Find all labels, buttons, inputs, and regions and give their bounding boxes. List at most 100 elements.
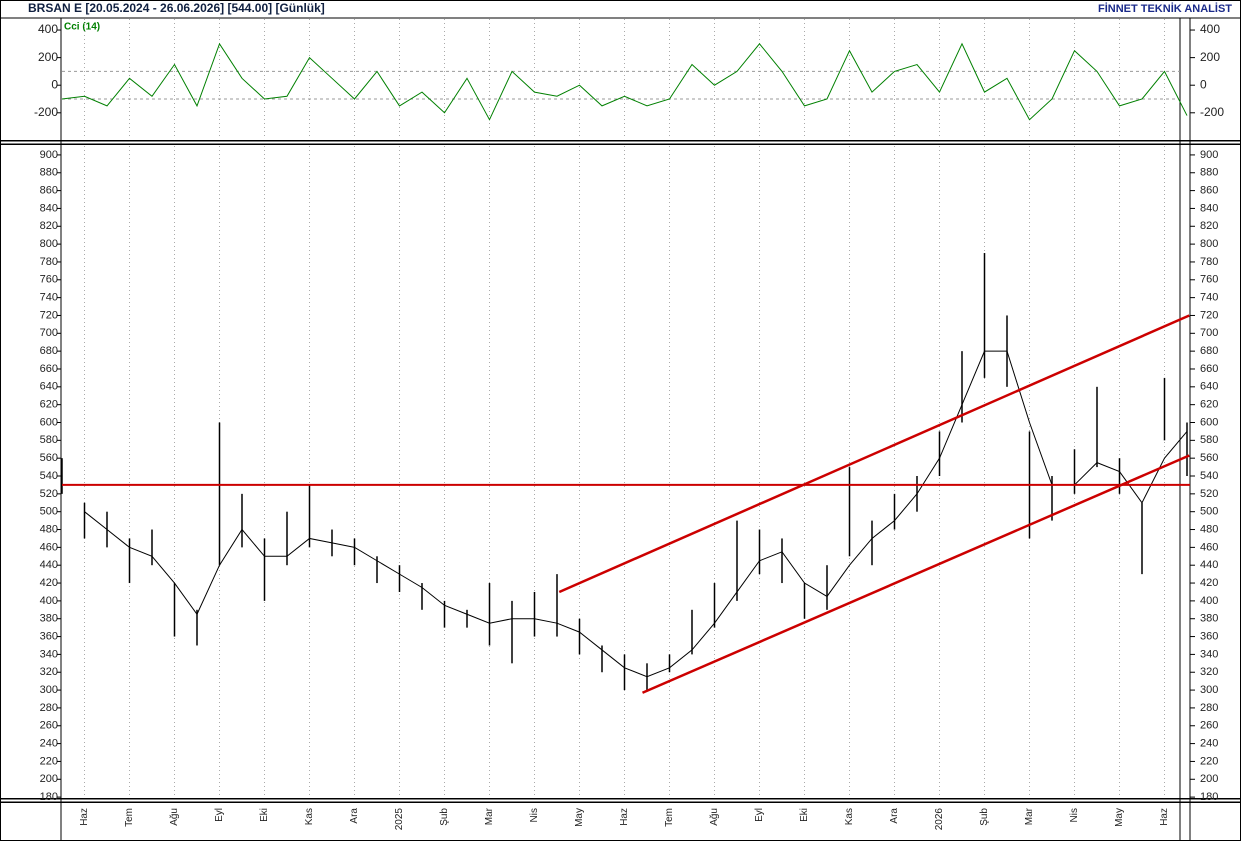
x-tick-label: Eyl — [754, 808, 765, 822]
y-tick-label: 840 — [40, 202, 58, 214]
y-tick-label: 900 — [1200, 149, 1218, 161]
y-tick-label: 560 — [40, 452, 58, 464]
y-tick-label: 780 — [1200, 256, 1218, 268]
y-tick-label: 900 — [40, 149, 58, 161]
x-tick-label: Mar — [1024, 807, 1035, 825]
y-tick-label: 520 — [40, 488, 58, 500]
y-tick-label: 280 — [40, 702, 58, 714]
y-tick-label: 420 — [1200, 577, 1218, 589]
y-tick-label: 400 — [1200, 595, 1218, 607]
chart-title: BRSAN E [20.05.2024 - 26.06.2026] [544.0… — [28, 1, 325, 15]
x-tick-label: Eki — [799, 808, 810, 822]
y-tick-label: 300 — [40, 684, 58, 696]
y-tick-label: 220 — [40, 755, 58, 767]
x-tick-label: Haz — [79, 808, 90, 826]
x-tick-label: Eki — [259, 808, 270, 822]
y-tick-label: 640 — [40, 381, 58, 393]
y-tick-label: 280 — [1200, 702, 1218, 714]
y-tick-label: 360 — [1200, 630, 1218, 642]
y-tick-label: 240 — [1200, 737, 1218, 749]
y-tick-label: 500 — [1200, 506, 1218, 518]
y-tick-label: 180 — [1200, 791, 1218, 803]
y-tick-label: 460 — [1200, 541, 1218, 553]
x-tick-label: May — [574, 808, 585, 827]
y-tick-label: 760 — [1200, 274, 1218, 286]
y-tick-label: 540 — [1200, 470, 1218, 482]
x-tick-label: Şub — [439, 808, 450, 826]
x-tick-label: Kas — [844, 808, 855, 825]
source: FİNNET TEKNİK ANALİST — [1098, 2, 1232, 15]
x-tick-label: Tem — [664, 808, 675, 827]
y-tick-label: 740 — [40, 292, 58, 304]
y-tick-label: 860 — [40, 185, 58, 197]
panel-separator-inner — [1, 141, 1240, 144]
y-tick-label: 660 — [40, 363, 58, 375]
y-tick-label: 200 — [40, 773, 58, 785]
y-tick-label: 760 — [40, 274, 58, 286]
y-tick-label: 820 — [1200, 220, 1218, 232]
y-tick-label: 720 — [40, 309, 58, 321]
indicator-line — [61, 42, 1188, 121]
y-tick-label: 580 — [40, 434, 58, 446]
y-tick-label: 440 — [1200, 559, 1218, 571]
y-tick-label: 180 — [40, 791, 58, 803]
y-tick-label: 600 — [40, 416, 58, 428]
x-tick-label: 2026 — [934, 808, 945, 831]
y-tick-label: 220 — [1200, 755, 1218, 767]
y-tick-label: 540 — [40, 470, 58, 482]
y-tick-label: -200 — [1200, 105, 1224, 119]
y-tick-label: 400 — [38, 22, 58, 36]
x-tick-label: Haz — [1159, 808, 1170, 826]
y-tick-label: 700 — [40, 327, 58, 339]
y-tick-label: 620 — [1200, 399, 1218, 411]
y-tick-label: 480 — [40, 523, 58, 535]
y-tick-label: 680 — [40, 345, 58, 357]
trend-line — [558, 314, 1190, 594]
x-tick-label: Haz — [619, 808, 630, 826]
y-tick-label: 740 — [1200, 292, 1218, 304]
y-tick-label: 380 — [40, 613, 58, 625]
y-tick-label: 700 — [1200, 327, 1218, 339]
y-tick-label: 600 — [1200, 416, 1218, 428]
moving-average — [84, 350, 1188, 678]
y-tick-label: 720 — [1200, 309, 1218, 321]
y-tick-label: 380 — [1200, 613, 1218, 625]
y-tick-label: 800 — [40, 238, 58, 250]
y-tick-label: 320 — [1200, 666, 1218, 678]
x-tick-label: Ara — [889, 808, 900, 824]
x-tick-label: Ara — [349, 808, 360, 824]
y-tick-label: 440 — [40, 559, 58, 571]
y-tick-label: 360 — [40, 630, 58, 642]
y-tick-label: 240 — [40, 737, 58, 749]
y-tick-label: 340 — [1200, 648, 1218, 660]
x-tick-label: Nis — [1069, 808, 1080, 822]
y-tick-label: 300 — [1200, 684, 1218, 696]
y-tick-label: 820 — [40, 220, 58, 232]
y-tick-label: 340 — [40, 648, 58, 660]
y-tick-label: 520 — [1200, 488, 1218, 500]
y-tick-label: 200 — [1200, 50, 1220, 64]
y-tick-label: 680 — [1200, 345, 1218, 357]
y-tick-label: -200 — [34, 105, 58, 119]
x-tick-label: May — [1114, 808, 1125, 827]
y-tick-label: 420 — [40, 577, 58, 589]
x-tick-label: Şub — [979, 808, 990, 826]
y-tick-label: 460 — [40, 541, 58, 553]
y-tick-label: 0 — [51, 77, 58, 91]
y-tick-label: 500 — [40, 506, 58, 518]
y-tick-label: 320 — [40, 666, 58, 678]
y-tick-label: 580 — [1200, 434, 1218, 446]
y-tick-label: 780 — [40, 256, 58, 268]
x-tick-label: Nis — [529, 808, 540, 822]
x-tick-label: Kas — [304, 808, 315, 825]
y-tick-label: 620 — [40, 399, 58, 411]
panel-separator-inner — [1, 799, 1240, 802]
y-tick-label: 400 — [40, 595, 58, 607]
y-tick-label: 480 — [1200, 523, 1218, 535]
y-tick-label: 840 — [1200, 202, 1218, 214]
y-tick-label: 260 — [1200, 720, 1218, 732]
x-tick-label: Mar — [484, 807, 495, 825]
y-tick-label: 860 — [1200, 185, 1218, 197]
y-tick-label: 0 — [1200, 77, 1207, 91]
